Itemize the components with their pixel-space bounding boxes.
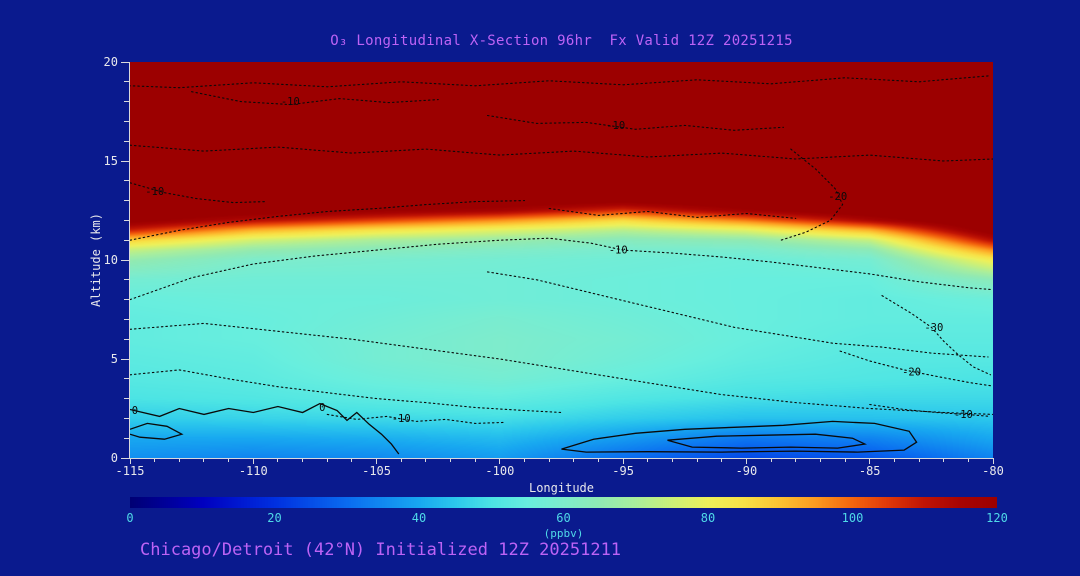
y-tick [121, 259, 129, 261]
x-tick [178, 458, 180, 462]
x-tick [696, 458, 698, 462]
x-tick [154, 458, 156, 462]
x-tick [918, 458, 920, 462]
y-tick [121, 358, 129, 360]
colorbar-tick-label: 60 [556, 511, 571, 525]
x-tick [869, 458, 871, 464]
x-tick [400, 458, 402, 462]
x-tick [351, 458, 353, 462]
x-tick-label: -80 [982, 464, 1004, 478]
y-tick [121, 160, 129, 162]
x-tick [203, 458, 205, 462]
x-tick [647, 458, 649, 462]
y-tick [124, 180, 129, 182]
y-tick-label: 5 [110, 352, 118, 366]
y-tick [124, 378, 129, 380]
colorbar [130, 497, 997, 508]
chart-title: O₃ Longitudinal X-Section 96hr Fx Valid … [330, 33, 793, 49]
y-tick-label: 10 [103, 253, 118, 267]
x-tick [129, 458, 131, 464]
colorbar-tick-label: 100 [841, 511, 864, 525]
x-tick-label: -90 [735, 464, 758, 478]
y-tick [121, 457, 129, 459]
colorbar-tick-label: 0 [126, 511, 134, 525]
x-tick [376, 458, 378, 464]
y-tick-label: 15 [103, 154, 118, 168]
x-tick [277, 458, 279, 462]
x-tick [844, 458, 846, 462]
x-tick [228, 458, 230, 462]
x-tick [450, 458, 452, 462]
x-tick [770, 458, 772, 462]
x-tick [302, 458, 304, 462]
x-tick [252, 458, 254, 464]
colorbar-tick-label: 80 [700, 511, 716, 525]
x-axis-title: Longitude [528, 481, 595, 495]
x-tick [622, 458, 624, 464]
x-tick [992, 458, 994, 464]
x-tick [425, 458, 427, 462]
filled-contour-field [130, 62, 993, 458]
y-tick [124, 219, 129, 221]
x-tick [524, 458, 525, 462]
x-tick-label: -85 [858, 464, 881, 478]
y-tick [124, 338, 129, 340]
y-tick [124, 239, 129, 241]
y-tick [121, 61, 129, 63]
y-tick [124, 81, 129, 83]
colorbar-units-label: (ppbv) [543, 527, 584, 540]
x-tick [597, 458, 599, 462]
x-tick-label: -110 [238, 464, 268, 478]
y-tick [124, 318, 129, 320]
x-tick [671, 458, 673, 462]
y-tick-label: 0 [110, 451, 118, 465]
x-tick [326, 458, 328, 462]
colorbar-tick-label: 120 [986, 511, 1008, 525]
y-tick [124, 437, 129, 439]
x-tick [548, 458, 550, 462]
y-tick [124, 200, 129, 202]
y-tick [124, 101, 129, 103]
station-caption: Chicago/Detroit (42°N) Initialized 12Z 2… [140, 540, 622, 560]
x-tick [573, 458, 575, 462]
x-axis-line [129, 458, 994, 459]
plot-area: -10 -10 -20 -10 -10 -30 -20 -10 -10 0 0 [130, 62, 993, 458]
x-tick [967, 458, 969, 462]
y-tick-label: 20 [103, 55, 118, 69]
x-tick-label: -105 [362, 464, 392, 478]
x-tick [795, 458, 797, 462]
x-tick [721, 458, 723, 462]
x-tick [893, 458, 895, 462]
x-tick [745, 458, 747, 464]
y-tick [124, 279, 129, 281]
y-axis-line [129, 62, 130, 459]
x-tick [474, 458, 476, 462]
x-tick-label: -95 [612, 464, 634, 478]
y-tick [124, 417, 129, 419]
y-tick [124, 299, 129, 301]
colorbar-tick-label: 40 [411, 511, 427, 525]
y-tick [124, 120, 129, 122]
x-tick [819, 458, 821, 462]
x-tick-label: -100 [485, 464, 515, 478]
y-tick [124, 398, 129, 400]
y-tick [124, 140, 129, 142]
x-tick-label: -115 [115, 464, 145, 478]
colorbar-tick-label: 20 [267, 511, 282, 525]
x-tick [499, 458, 501, 464]
x-tick [943, 458, 945, 462]
